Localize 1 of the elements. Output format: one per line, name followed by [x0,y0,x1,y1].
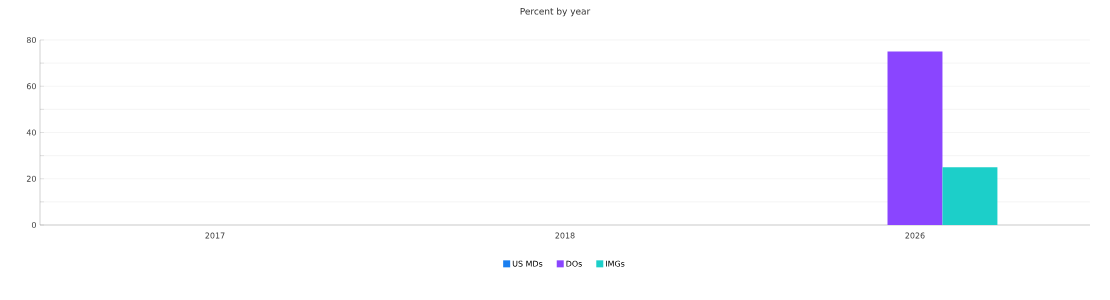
chart-title: Percent by year [520,7,591,17]
